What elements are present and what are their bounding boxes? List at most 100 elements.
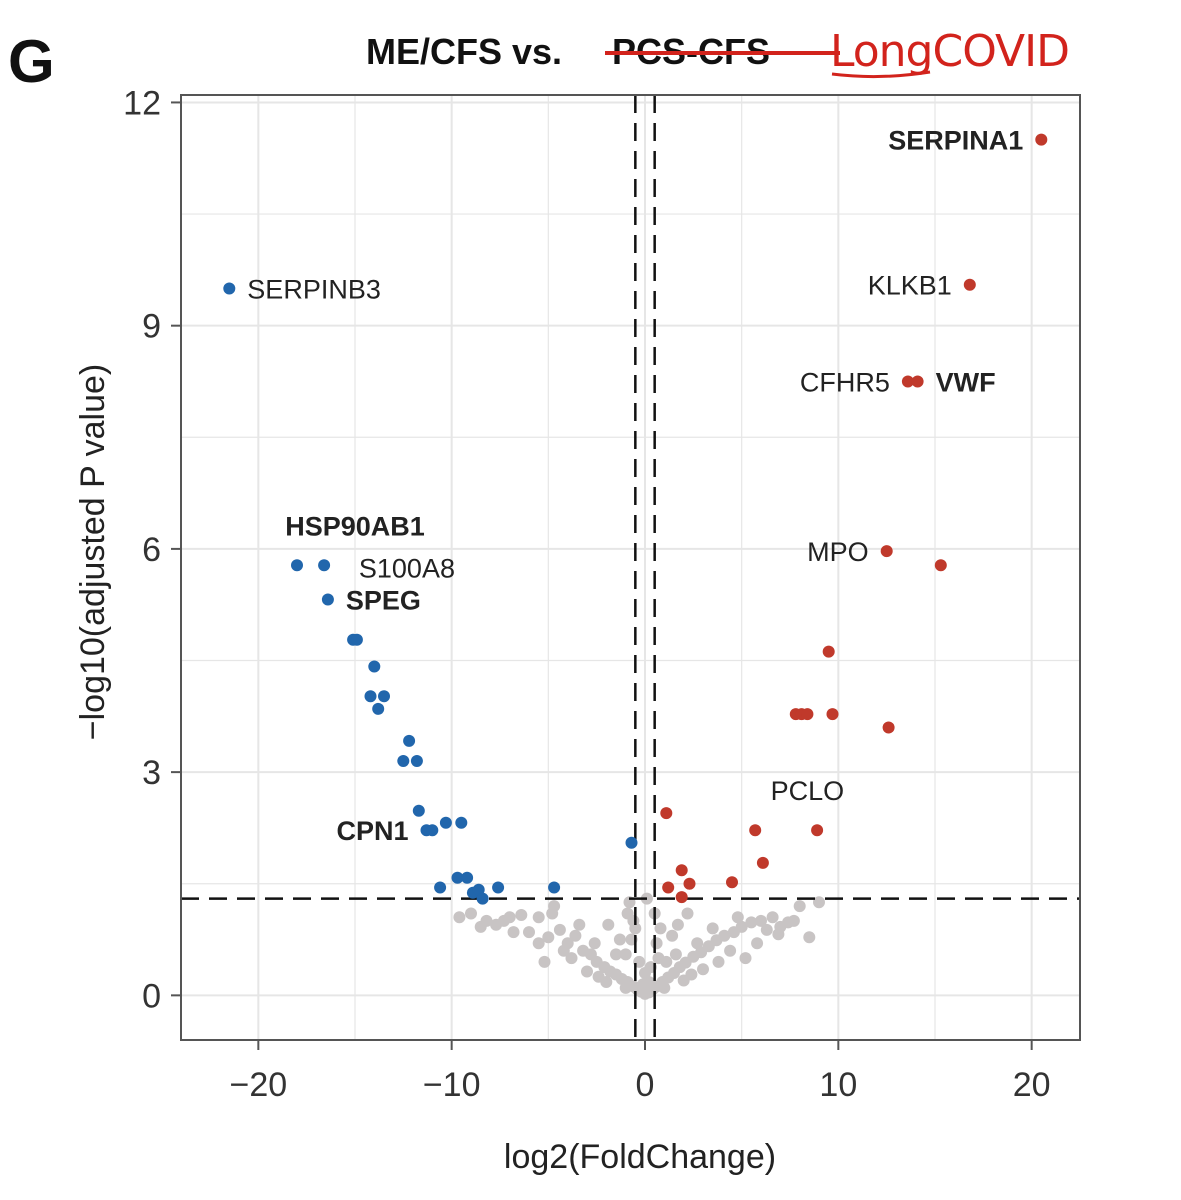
x-axis-title: log2(FoldChange) [504,1138,776,1176]
points-not-significant [453,892,825,1000]
data-point-ns [745,916,758,929]
handwritten-underline [831,70,931,79]
plot-border [180,94,1081,1041]
data-point-up [822,645,835,658]
data-point-down [318,559,331,572]
data-point-ns [697,963,709,976]
data-point-up [911,375,924,388]
data-point-ns [739,952,752,965]
data-point-ns [465,907,477,920]
plot-area [181,95,1080,1040]
data-point-ns [654,922,667,935]
data-point-ns [813,896,825,909]
gene-label: HSP90AB1 [285,511,425,541]
gene-label: SPEG [346,586,421,616]
data-point-down [378,690,390,703]
data-point-ns [658,981,671,994]
data-point-down [368,660,381,673]
x-tick-label: 20 [1013,1066,1051,1104]
data-point-up [662,881,675,894]
threshold-lines [181,95,1080,1040]
handwritten-annotation: LongCOVID [830,26,1069,77]
data-point-ns [803,931,816,944]
data-point-ns [787,914,800,927]
data-point-down [461,871,474,884]
data-point-ns [600,976,613,988]
data-point-up [882,721,895,734]
data-point-ns [581,965,593,978]
chart-title: ME/CFS vs. PCS-CFS LongCOVID [366,26,1070,79]
data-point-ns [766,911,779,924]
data-point-ns [557,944,570,957]
y-tick-label: 9 [142,308,161,346]
points-upregulated [660,133,1048,904]
data-point-up [675,891,688,904]
gene-label: MPO [807,537,869,567]
x-tick-label: −10 [423,1066,481,1104]
data-point-up [901,375,914,388]
data-point-ns [569,929,582,942]
data-point-down [372,702,385,715]
data-point-ns [671,918,684,931]
data-point-ns [542,931,555,944]
data-point-ns [588,937,601,950]
data-point-ns [669,948,682,961]
y-axis-title: −log10(adjusted P value) [74,364,112,740]
data-point-ns [677,974,690,987]
data-point-ns [706,922,719,935]
data-point-down [434,881,447,894]
data-point-up [726,876,738,889]
data-point-ns [602,918,615,931]
data-point-up [749,824,762,837]
data-point-ns [712,955,725,968]
data-point-ns [639,967,651,979]
data-point-up [880,545,893,558]
data-point-up [963,278,976,291]
data-point-down [397,755,410,767]
gene-label: SERPINA1 [888,126,1023,156]
data-point-down [350,633,363,646]
data-point-ns [691,937,704,950]
points-downregulated [223,282,638,905]
data-point-down [451,871,464,884]
data-point-ns [565,952,578,965]
data-point-ns [610,948,622,961]
gene-labels: SERPINA1 SERPINB3 KLKB1 CFHR5 VWF HSP90AB1 S10… [247,126,1023,847]
data-point-up [675,864,688,877]
data-point-ns [731,911,744,924]
y-tick-label: 3 [142,754,161,792]
data-point-down [291,559,303,572]
data-point-ns [793,900,806,913]
data-point-up [660,807,673,820]
data-point-down [492,881,505,894]
data-point-down [410,755,423,767]
data-point-down [625,836,638,849]
data-point-ns [666,929,679,942]
data-point-ns [718,929,731,942]
data-point-down [426,824,439,837]
gene-label: CFHR5 [800,368,890,398]
data-point-down [439,816,452,829]
data-point-ns [735,920,748,933]
data-point-down [364,690,377,703]
data-point-ns [755,914,767,927]
x-tick-label: −20 [229,1066,287,1104]
data-point-ns [629,922,642,935]
data-point-ns [650,937,663,950]
data-point-ns [523,926,535,939]
data-point-up [801,708,814,721]
data-point-ns [772,928,785,941]
data-point-ns [532,911,545,924]
data-point-down [321,593,334,606]
data-point-ns [621,907,634,920]
data-point-down [548,881,561,894]
data-point-down [476,892,489,905]
x-tick-label: 10 [819,1066,857,1104]
data-point-ns [515,909,528,921]
data-point-ns [507,926,520,939]
data-point-up [1035,133,1048,146]
y-tick-label: 6 [142,531,161,569]
y-tick-label: 12 [123,84,161,122]
data-point-ns [532,937,545,950]
gene-label: PCLO [771,776,845,806]
